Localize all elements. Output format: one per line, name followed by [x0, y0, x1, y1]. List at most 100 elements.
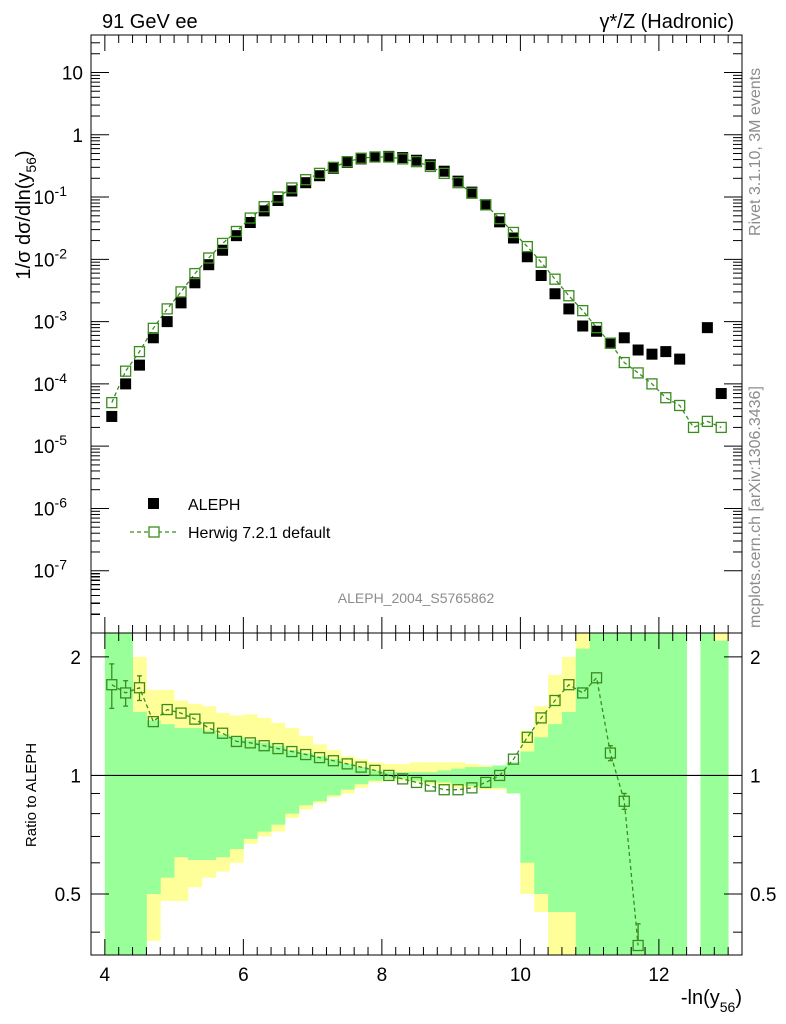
upper-ytick-exponent: -4: [55, 370, 68, 386]
aleph-point: [133, 359, 145, 371]
legend-label-herwig: Herwig 7.2.1 default: [188, 525, 331, 542]
band-inner: [464, 767, 480, 787]
ratio-point: [466, 782, 478, 794]
aleph-point: [369, 151, 381, 163]
aleph-point: [258, 205, 270, 217]
ratio-point: [410, 776, 423, 789]
band-inner: [658, 633, 674, 955]
ratio-point: [147, 715, 159, 728]
band-inner: [520, 751, 535, 863]
herwig-point: [632, 367, 644, 379]
band-inner: [340, 763, 355, 790]
ratio-point: [493, 769, 506, 782]
band-inner: [284, 750, 300, 814]
herwig-point: [286, 182, 298, 194]
herwig-point: [466, 187, 478, 199]
aleph-point: [189, 277, 201, 289]
herwig-point: [355, 152, 367, 164]
ratio-point: [203, 722, 215, 734]
aleph-point: [480, 199, 492, 211]
ratio-point: [604, 747, 617, 759]
aleph-point: [175, 297, 187, 309]
ratio-point: [300, 748, 312, 761]
herwig-point: [618, 356, 630, 369]
upper-ytick-label: 10-4: [33, 370, 67, 396]
band-inner: [631, 633, 646, 955]
herwig-point: [161, 303, 173, 315]
herwig-point: [535, 256, 547, 268]
upper-panel-axes: 10 1 10-1 10-2 10-3 10-4 10-5 10-6 10-7: [33, 34, 743, 633]
legend-marker-aleph: [148, 498, 159, 509]
herwig-point: [480, 199, 492, 211]
aleph-point: [466, 186, 478, 198]
herwig-point: [410, 156, 423, 168]
band-inner: [603, 633, 618, 955]
aleph-point: [618, 332, 630, 344]
herwig-point: [189, 267, 201, 280]
aleph-point: [230, 230, 242, 242]
ratio-point: [452, 784, 464, 796]
upper-ytick-exponent: -2: [55, 245, 68, 261]
aleph-point: [217, 244, 229, 256]
ratio-point: [244, 737, 256, 749]
band-inner: [243, 740, 258, 839]
band-inner: [298, 753, 314, 806]
ratio-point: [507, 753, 520, 765]
aleph-point: [203, 259, 215, 271]
ratio-point: [369, 764, 381, 777]
upper-ylabel-sub: 56: [23, 157, 39, 173]
herwig-point: [424, 160, 437, 173]
herwig-point: [701, 415, 714, 428]
band-inner: [187, 727, 203, 860]
herwig-point: [230, 225, 243, 238]
legend-marker-herwig: [148, 526, 160, 538]
herwig-point: [327, 161, 340, 173]
upper-ytick-label: 10-1: [33, 183, 67, 209]
herwig-point: [590, 321, 603, 334]
band-inner: [146, 720, 161, 894]
band-inner: [174, 727, 189, 858]
band-inner: [714, 640, 729, 955]
band-inner: [437, 770, 452, 783]
band-inner: [506, 762, 521, 794]
aleph-point: [424, 159, 436, 171]
band-inner: [409, 772, 424, 781]
herwig-point: [660, 392, 672, 404]
herwig-point: [133, 345, 146, 358]
legend: ALEPH Herwig 7.2.1 default: [130, 497, 331, 542]
herwig-point: [106, 396, 118, 409]
ratio-point: [355, 761, 367, 773]
aleph-point: [120, 378, 132, 390]
xlabel-close: ): [735, 987, 742, 1009]
lower-ytick-label: 0.5: [55, 885, 81, 906]
ratio-point: [438, 784, 450, 796]
analysis-label: ALEPH_2004_S5765862: [338, 590, 495, 606]
ratio-point: [133, 682, 146, 694]
side-text-bottom: mcplots.cern.ch [arXiv:1306.3436]: [747, 386, 764, 628]
ratio-point: [424, 780, 437, 792]
aleph-point: [383, 150, 395, 162]
xlabel: -ln(y56): [681, 987, 742, 1015]
header-right: γ*/Z (Hadronic): [600, 11, 734, 33]
lower-ylabel: Ratio to ALEPH: [23, 743, 40, 847]
band-inner: [229, 737, 244, 850]
herwig-point: [313, 167, 326, 180]
herwig-point: [577, 304, 589, 317]
legend-label-aleph: ALEPH: [188, 497, 240, 514]
aleph-point: [591, 325, 603, 337]
upper-ylabel: 1/σ dσ/dln(y56): [13, 150, 39, 279]
herwig-point: [300, 174, 312, 186]
herwig-line: [111, 156, 722, 429]
ratio-point: [286, 745, 298, 758]
aleph-point: [715, 388, 727, 400]
herwig-point: [452, 177, 464, 189]
band-inner: [271, 745, 286, 825]
upper-ytick-exponent: -7: [55, 557, 68, 573]
ratio-point: [272, 742, 284, 755]
herwig-point: [396, 153, 409, 165]
herwig-point: [646, 378, 658, 390]
band-inner: [160, 724, 175, 878]
aleph-point: [674, 353, 686, 365]
aleph-point: [161, 316, 173, 328]
